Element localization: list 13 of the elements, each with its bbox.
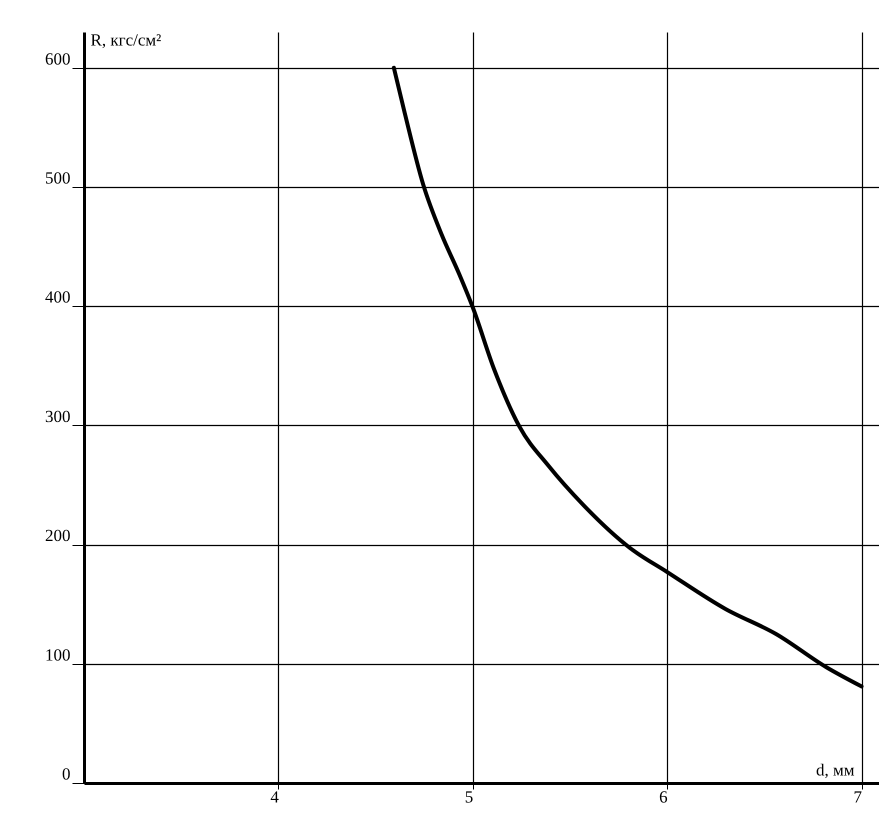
y-tick-label: 100 (45, 645, 70, 664)
y-tick-label: 600 (45, 49, 70, 68)
y-tick-label: 0 (62, 764, 70, 784)
x-tick-label: 5 (464, 788, 474, 806)
x-tick-label: 7 (854, 788, 863, 806)
y-tick-label: 400 (45, 288, 70, 307)
y-tick-label: 500 (45, 168, 70, 188)
y-tick-label: 200 (45, 526, 70, 546)
y-axis-title: R, кгс/см² (90, 30, 162, 50)
x-axis-title: d, мм (816, 760, 855, 780)
x-tick-label: 4 (270, 788, 280, 806)
x-tick-label: 6 (659, 788, 668, 806)
y-tick-label: 300 (45, 406, 70, 426)
